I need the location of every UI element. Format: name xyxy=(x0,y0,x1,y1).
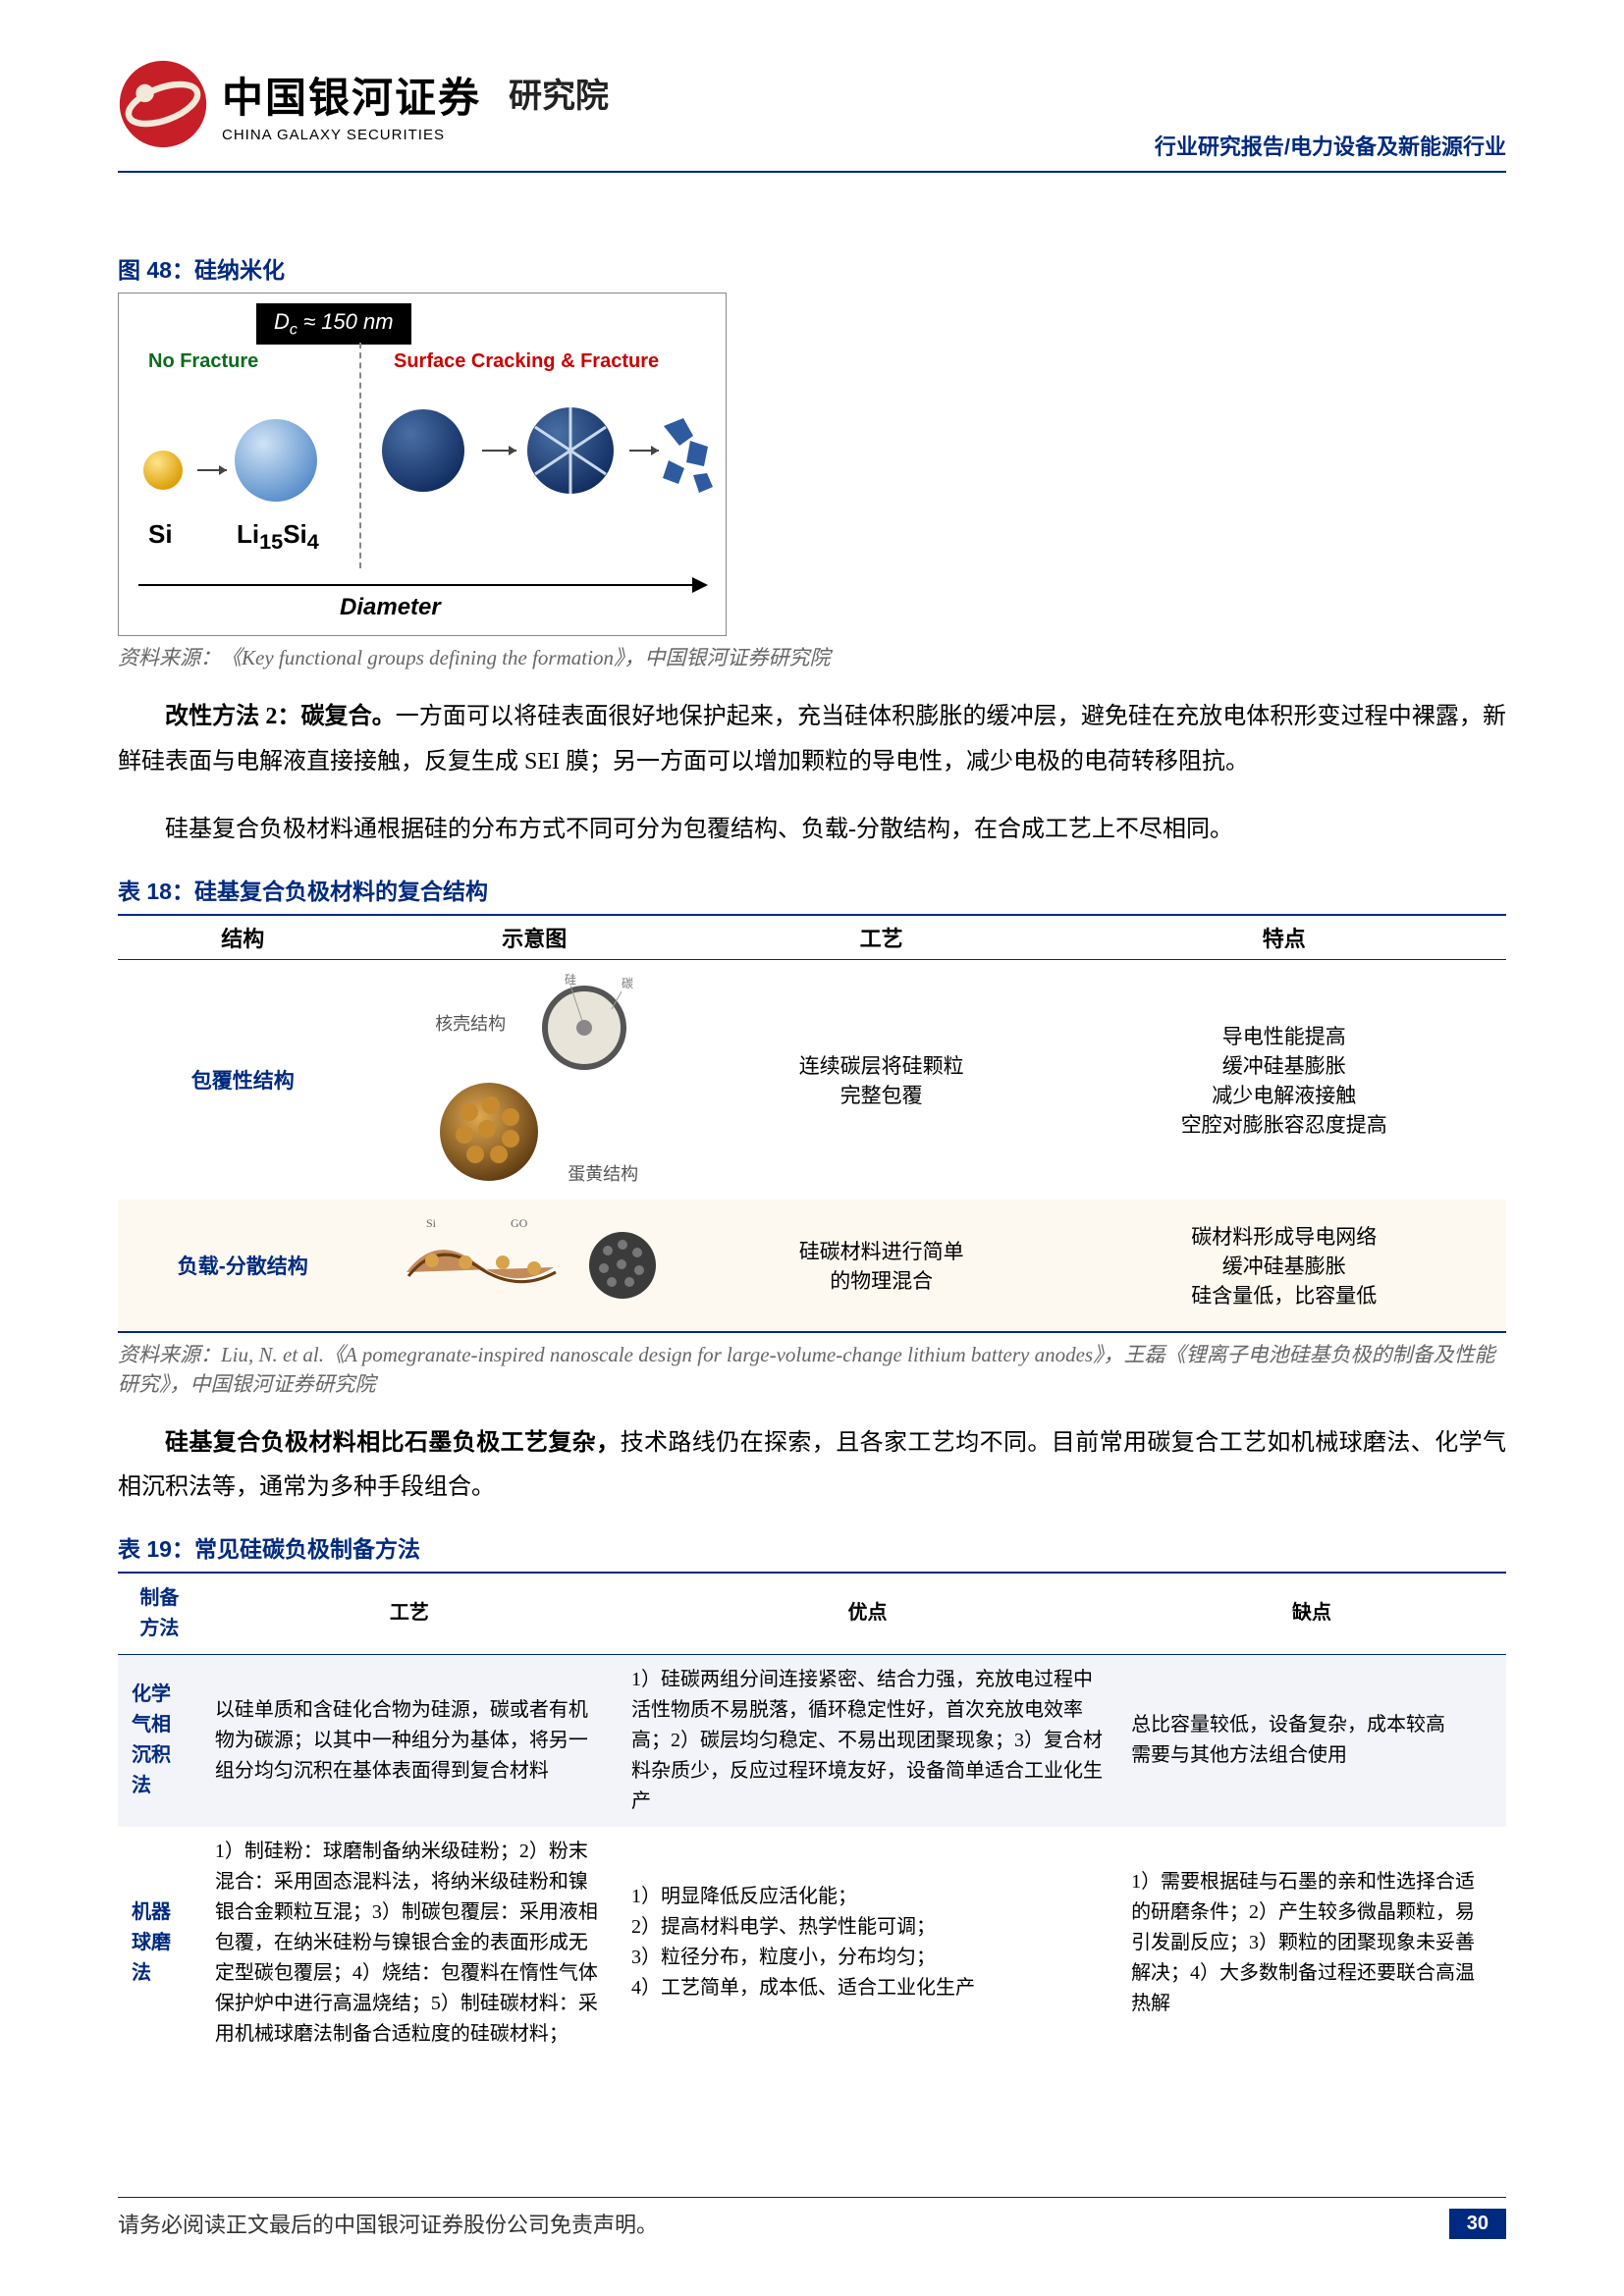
figure48-diameter-label: Diameter xyxy=(340,594,441,621)
figure48-cracking-label: Surface Cracking & Fracture xyxy=(394,350,659,373)
table18-row: 负载-分散结构 Si GO xyxy=(118,1200,1506,1331)
figure48-particles-icon xyxy=(129,382,718,519)
paragraph-complex: 硅基复合负极材料相比石墨负极工艺复杂，技术路线仍在探索，且各家工艺均不同。目前常… xyxy=(118,1421,1506,1511)
table18: 结构 示意图 工艺 特点 包覆性结构 核壳结构 硅 碳 xyxy=(118,916,1506,1331)
table18-header: 工艺 xyxy=(701,922,1062,953)
table18-row2-label: 负载-分散结构 xyxy=(118,1251,368,1280)
header-rule xyxy=(118,171,1506,173)
table18-row1-process: 连续碳层将硅颗粒 完整包覆 xyxy=(701,1050,1062,1109)
page-footer: 请务必阅读正文最后的中国银河证券股份公司免责声明。 30 xyxy=(118,2197,1506,2239)
table19-row2-pros: 1）明显降低反应活化能； 2）提高材料电学、热学性能可调； 3）粒径分布，粒度小… xyxy=(618,1827,1117,2059)
table18-source: 资料来源：Liu, N. et al.《A pomegranate-inspir… xyxy=(118,1339,1506,1398)
figure48-diagram: Dc ≈ 150 nm No Fracture Surface Cracking… xyxy=(118,293,727,636)
figure48-source: 资料来源：《Key functional groups defining the… xyxy=(118,642,1506,671)
report-category: 行业研究报告/电力设备及新能源行业 xyxy=(1155,130,1506,161)
table18-header: 特点 xyxy=(1062,922,1506,953)
table18-row1-feature: 导电性能提高 缓冲硅基膨胀 减少电解液接触 空腔对膨胀容忍度提高 xyxy=(1062,1021,1506,1139)
figure48-si-label: Si xyxy=(148,519,173,550)
page-number: 30 xyxy=(1449,2209,1506,2239)
svg-text:硅: 硅 xyxy=(565,974,576,987)
table19-row1-pros: 1）硅碳两组分间连接紧密、结合力强，充放电过程中活性物质不易脱落，循环稳定性好，… xyxy=(618,1654,1117,1827)
table18-row1-label: 包覆性结构 xyxy=(118,1065,368,1095)
core-shell-icon: 硅 碳 xyxy=(525,974,633,1072)
figure48-dc-label: Dc ≈ 150 nm xyxy=(256,303,411,345)
table19-row2-cons: 1）需要根据硅与石墨的亲和性选择合适的研磨条件；2）产生较多微晶颗粒，易引发副反… xyxy=(1117,1827,1506,2059)
table19-row1-process: 以硅单质和含硅化合物为硅源，碳或者有机物为碳源；以其中一种组分为基体，将另一组分… xyxy=(201,1654,618,1827)
table18-row: 包覆性结构 核壳结构 硅 碳 xyxy=(118,960,1506,1200)
paragraph-structure: 硅基复合负极材料通根据硅的分布方式不同可分为包覆结构、负载-分散结构，在合成工艺… xyxy=(118,808,1506,853)
table19-header: 优点 xyxy=(618,1574,1117,1655)
figure48-no-fracture-label: No Fracture xyxy=(148,350,258,373)
table19-header: 工艺 xyxy=(201,1574,618,1655)
table19-caption: 表 19：常见硅碳负极制备方法 xyxy=(118,1530,1506,1564)
yolk-structure-icon xyxy=(430,1078,548,1186)
footer-rule xyxy=(118,2197,1506,2198)
company-logo-icon xyxy=(118,59,208,149)
company-name-cn: 中国银河证券 xyxy=(222,65,481,125)
table18-header-row: 结构 示意图 工艺 特点 xyxy=(118,916,1506,960)
svg-text:Si: Si xyxy=(426,1216,437,1230)
logo-block: 中国银河证券 CHINA GALAXY SECURITIES 研究院 xyxy=(118,59,609,149)
table19-header-row: 制备方法 工艺 优点 缺点 xyxy=(118,1574,1506,1655)
figure48-axis xyxy=(138,584,706,586)
table19-row2-label: 机器球磨法 xyxy=(118,1827,201,2059)
figure48-lisi-label: Li15Si4 xyxy=(237,519,319,555)
footer-disclaimer: 请务必阅读正文最后的中国银河证券股份公司免责声明。 xyxy=(118,2208,658,2239)
paragraph-method2: 改性方法 2：碳复合。一方面可以将硅表面很好地保护起来，充当硅体积膨胀的缓冲层，… xyxy=(118,695,1506,784)
figure48-caption: 图 48：硅纳米化 xyxy=(118,251,1506,285)
table18-row2-diagram: Si GO xyxy=(368,1213,701,1317)
table18-header: 示意图 xyxy=(368,922,701,953)
table18-bottom-rule xyxy=(118,1331,1506,1333)
table19-header: 制备方法 xyxy=(118,1574,201,1655)
table19-header: 缺点 xyxy=(1117,1574,1506,1655)
load-disperse-icon: Si GO xyxy=(397,1213,672,1311)
table19-row: 机器球磨法 1）制硅粉：球磨制备纳米级硅粉；2）粉末混合：采用固态混料法，将纳米… xyxy=(118,1827,1506,2059)
svg-text:碳: 碳 xyxy=(622,977,633,990)
table19-row1-cons: 总比容量较低，设备复杂，成本较高 需要与其他方法组合使用 xyxy=(1117,1654,1506,1827)
report-header: 中国银河证券 CHINA GALAXY SECURITIES 研究院 行业研究报… xyxy=(118,59,1506,161)
table18-row2-feature: 碳材料形成导电网络 缓冲硅基膨胀 硅含量低，比容量低 xyxy=(1062,1221,1506,1309)
table19-row2-process: 1）制硅粉：球磨制备纳米级硅粉；2）粉末混合：采用固态混料法，将纳米级硅粉和镍银… xyxy=(201,1827,618,2059)
table18-header: 结构 xyxy=(118,922,368,953)
table18-row1-diagram: 核壳结构 硅 碳 xyxy=(368,974,701,1186)
svg-text:GO: GO xyxy=(511,1216,528,1230)
table18-caption: 表 18：硅基复合负极材料的复合结构 xyxy=(118,873,1506,906)
table19-row1-label: 化学气相沉积法 xyxy=(118,1654,201,1827)
table19-row: 化学气相沉积法 以硅单质和含硅化合物为硅源，碳或者有机物为碳源；以其中一种组分为… xyxy=(118,1654,1506,1827)
table19: 制备方法 工艺 优点 缺点 化学气相沉积法 以硅单质和含硅化合物为硅源，碳或者有… xyxy=(118,1574,1506,2059)
division-label: 研究院 xyxy=(509,69,609,117)
company-name-en: CHINA GALAXY SECURITIES xyxy=(222,127,481,143)
table18-row2-process: 硅碳材料进行简单 的物理混合 xyxy=(701,1236,1062,1295)
